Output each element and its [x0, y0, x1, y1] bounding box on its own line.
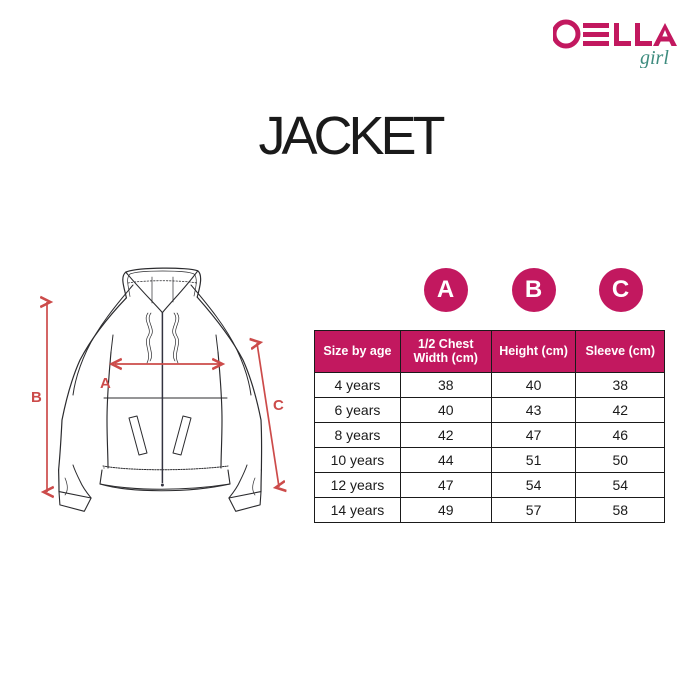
svg-text:girl: girl [640, 47, 669, 68]
svg-text:C: C [273, 397, 284, 414]
svg-text:B: B [31, 389, 42, 406]
svg-text:A: A [100, 375, 111, 392]
